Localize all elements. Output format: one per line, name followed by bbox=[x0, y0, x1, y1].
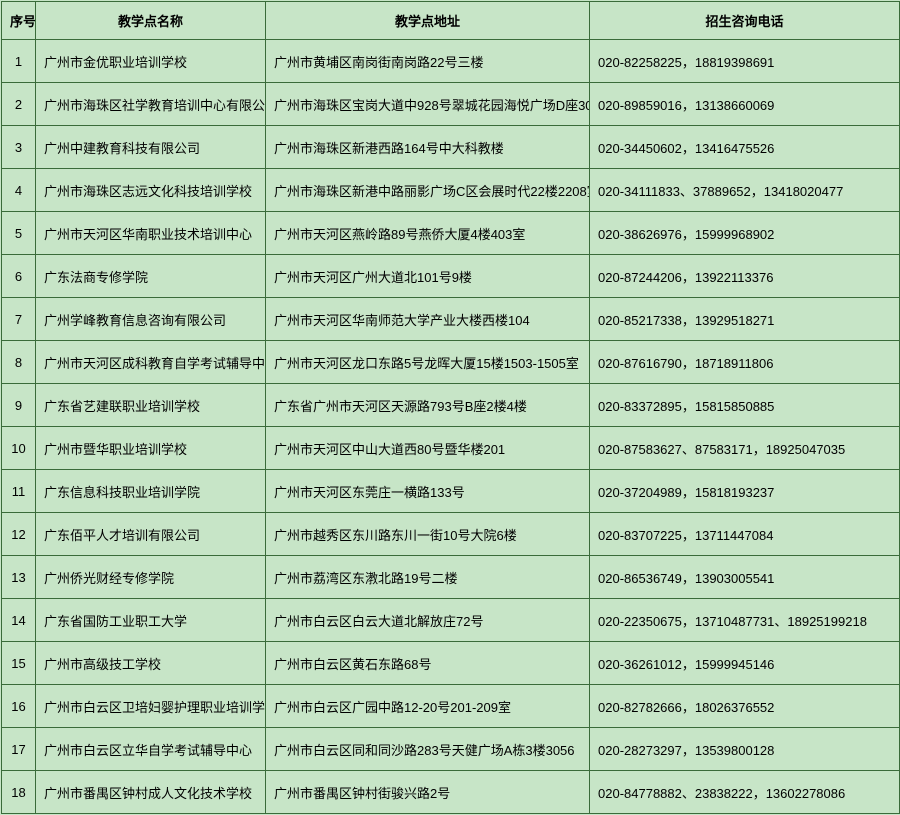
table-row: 8广州市天河区成科教育自学考试辅导中心广州市天河区龙口东路5号龙晖大厦15楼15… bbox=[2, 341, 900, 384]
cell-index: 6 bbox=[2, 255, 36, 298]
cell-address: 广州市天河区东莞庄一横路133号 bbox=[266, 470, 590, 513]
cell-index: 14 bbox=[2, 599, 36, 642]
cell-index: 12 bbox=[2, 513, 36, 556]
cell-name: 广东信息科技职业培训学院 bbox=[36, 470, 266, 513]
cell-index: 9 bbox=[2, 384, 36, 427]
cell-name: 广州市白云区立华自学考试辅导中心 bbox=[36, 728, 266, 771]
table-row: 2广州市海珠区社学教育培训中心有限公司广州市海珠区宝岗大道中928号翠城花园海悦… bbox=[2, 83, 900, 126]
cell-name: 广州市白云区卫培妇婴护理职业培训学校 bbox=[36, 685, 266, 728]
col-name: 教学点名称 bbox=[36, 2, 266, 40]
table-row: 11广东信息科技职业培训学院广州市天河区东莞庄一横路133号020-372049… bbox=[2, 470, 900, 513]
cell-address: 广东省广州市天河区天源路793号B座2楼4楼 bbox=[266, 384, 590, 427]
cell-name: 广州市海珠区志远文化科技培训学校 bbox=[36, 169, 266, 212]
cell-name: 广州市番禺区钟村成人文化技术学校 bbox=[36, 771, 266, 814]
cell-address: 广州市海珠区新港西路164号中大科教楼 bbox=[266, 126, 590, 169]
col-phone: 招生咨询电话 bbox=[590, 2, 900, 40]
cell-name: 广东佰平人才培训有限公司 bbox=[36, 513, 266, 556]
cell-address: 广州市番禺区钟村街骏兴路2号 bbox=[266, 771, 590, 814]
cell-index: 11 bbox=[2, 470, 36, 513]
cell-phone: 020-28273297，13539800128 bbox=[590, 728, 900, 771]
table-row: 6广东法商专修学院广州市天河区广州大道北101号9楼020-87244206，1… bbox=[2, 255, 900, 298]
table-row: 17广州市白云区立华自学考试辅导中心广州市白云区同和同沙路283号天健广场A栋3… bbox=[2, 728, 900, 771]
table-row: 10广州市暨华职业培训学校广州市天河区中山大道西80号暨华楼201020-875… bbox=[2, 427, 900, 470]
table-row: 3广州中建教育科技有限公司广州市海珠区新港西路164号中大科教楼020-3445… bbox=[2, 126, 900, 169]
cell-name: 广州侨光财经专修学院 bbox=[36, 556, 266, 599]
cell-name: 广州市高级技工学校 bbox=[36, 642, 266, 685]
table-row: 13广州侨光财经专修学院广州市荔湾区东漖北路19号二楼020-86536749，… bbox=[2, 556, 900, 599]
cell-phone: 020-89859016，13138660069 bbox=[590, 83, 900, 126]
cell-phone: 020-83372895，15815850885 bbox=[590, 384, 900, 427]
cell-name: 广州中建教育科技有限公司 bbox=[36, 126, 266, 169]
cell-phone: 020-38626976，15999968902 bbox=[590, 212, 900, 255]
table-row: 15广州市高级技工学校广州市白云区黄石东路68号020-36261012，159… bbox=[2, 642, 900, 685]
cell-phone: 020-34450602，13416475526 bbox=[590, 126, 900, 169]
cell-phone: 020-82258225，18819398691 bbox=[590, 40, 900, 83]
cell-address: 广州市海珠区宝岗大道中928号翠城花园海悦广场D座3013室 bbox=[266, 83, 590, 126]
cell-address: 广州市天河区龙口东路5号龙晖大厦15楼1503-1505室 bbox=[266, 341, 590, 384]
cell-phone: 020-22350675，13710487731、18925199218 bbox=[590, 599, 900, 642]
table-row: 18广州市番禺区钟村成人文化技术学校广州市番禺区钟村街骏兴路2号020-8477… bbox=[2, 771, 900, 814]
cell-index: 16 bbox=[2, 685, 36, 728]
cell-phone: 020-85217338，13929518271 bbox=[590, 298, 900, 341]
header-row: 序号 教学点名称 教学点地址 招生咨询电话 bbox=[2, 2, 900, 40]
cell-index: 1 bbox=[2, 40, 36, 83]
cell-phone: 020-82782666，18026376552 bbox=[590, 685, 900, 728]
table-row: 5广州市天河区华南职业技术培训中心广州市天河区燕岭路89号燕侨大厦4楼403室0… bbox=[2, 212, 900, 255]
cell-phone: 020-87583627、87583171，18925047035 bbox=[590, 427, 900, 470]
cell-index: 15 bbox=[2, 642, 36, 685]
table-row: 1广州市金优职业培训学校广州市黄埔区南岗街南岗路22号三楼020-8225822… bbox=[2, 40, 900, 83]
cell-address: 广州市白云区同和同沙路283号天健广场A栋3楼3056 bbox=[266, 728, 590, 771]
cell-address: 广州市天河区华南师范大学产业大楼西楼104 bbox=[266, 298, 590, 341]
cell-phone: 020-86536749，13903005541 bbox=[590, 556, 900, 599]
cell-index: 4 bbox=[2, 169, 36, 212]
cell-address: 广州市天河区中山大道西80号暨华楼201 bbox=[266, 427, 590, 470]
cell-phone: 020-34111833、37889652，13418020477 bbox=[590, 169, 900, 212]
cell-name: 广东省艺建联职业培训学校 bbox=[36, 384, 266, 427]
cell-phone: 020-36261012，15999945146 bbox=[590, 642, 900, 685]
table-row: 12广东佰平人才培训有限公司广州市越秀区东川路东川一街10号大院6楼020-83… bbox=[2, 513, 900, 556]
table-row: 16广州市白云区卫培妇婴护理职业培训学校广州市白云区广园中路12-20号201-… bbox=[2, 685, 900, 728]
cell-phone: 020-37204989，15818193237 bbox=[590, 470, 900, 513]
cell-address: 广州市越秀区东川路东川一街10号大院6楼 bbox=[266, 513, 590, 556]
cell-address: 广州市黄埔区南岗街南岗路22号三楼 bbox=[266, 40, 590, 83]
cell-name: 广东法商专修学院 bbox=[36, 255, 266, 298]
cell-phone: 020-87616790，18718911806 bbox=[590, 341, 900, 384]
cell-address: 广州市天河区燕岭路89号燕侨大厦4楼403室 bbox=[266, 212, 590, 255]
teaching-points-table: 序号 教学点名称 教学点地址 招生咨询电话 1广州市金优职业培训学校广州市黄埔区… bbox=[1, 1, 900, 814]
cell-address: 广州市白云区广园中路12-20号201-209室 bbox=[266, 685, 590, 728]
cell-index: 18 bbox=[2, 771, 36, 814]
cell-address: 广州市天河区广州大道北101号9楼 bbox=[266, 255, 590, 298]
cell-index: 8 bbox=[2, 341, 36, 384]
cell-index: 17 bbox=[2, 728, 36, 771]
cell-name: 广东省国防工业职工大学 bbox=[36, 599, 266, 642]
col-index: 序号 bbox=[2, 2, 36, 40]
table-row: 7广州学峰教育信息咨询有限公司广州市天河区华南师范大学产业大楼西楼104020-… bbox=[2, 298, 900, 341]
table-row: 4广州市海珠区志远文化科技培训学校广州市海珠区新港中路丽影广场C区会展时代22楼… bbox=[2, 169, 900, 212]
col-address: 教学点地址 bbox=[266, 2, 590, 40]
cell-address: 广州市荔湾区东漖北路19号二楼 bbox=[266, 556, 590, 599]
cell-index: 10 bbox=[2, 427, 36, 470]
table-row: 14广东省国防工业职工大学广州市白云区白云大道北解放庄72号020-223506… bbox=[2, 599, 900, 642]
cell-address: 广州市白云区黄石东路68号 bbox=[266, 642, 590, 685]
cell-name: 广州市天河区华南职业技术培训中心 bbox=[36, 212, 266, 255]
cell-index: 7 bbox=[2, 298, 36, 341]
cell-name: 广州市海珠区社学教育培训中心有限公司 bbox=[36, 83, 266, 126]
cell-address: 广州市海珠区新港中路丽影广场C区会展时代22楼2208室 bbox=[266, 169, 590, 212]
cell-phone: 020-83707225，13711447084 bbox=[590, 513, 900, 556]
cell-index: 2 bbox=[2, 83, 36, 126]
cell-name: 广州市金优职业培训学校 bbox=[36, 40, 266, 83]
cell-name: 广州市天河区成科教育自学考试辅导中心 bbox=[36, 341, 266, 384]
cell-phone: 020-84778882、23838222，13602278086 bbox=[590, 771, 900, 814]
cell-phone: 020-87244206，13922113376 bbox=[590, 255, 900, 298]
cell-name: 广州学峰教育信息咨询有限公司 bbox=[36, 298, 266, 341]
cell-index: 13 bbox=[2, 556, 36, 599]
cell-name: 广州市暨华职业培训学校 bbox=[36, 427, 266, 470]
cell-index: 3 bbox=[2, 126, 36, 169]
cell-address: 广州市白云区白云大道北解放庄72号 bbox=[266, 599, 590, 642]
cell-index: 5 bbox=[2, 212, 36, 255]
table-row: 9广东省艺建联职业培训学校广东省广州市天河区天源路793号B座2楼4楼020-8… bbox=[2, 384, 900, 427]
